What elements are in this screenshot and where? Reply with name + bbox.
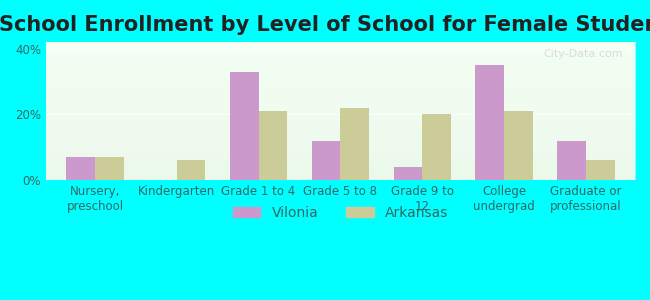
Bar — [422, 114, 451, 180]
Bar — [557, 141, 586, 180]
Bar — [394, 167, 422, 180]
Bar — [177, 160, 205, 180]
Text: City-Data.com: City-Data.com — [543, 49, 623, 59]
Bar — [312, 141, 341, 180]
Title: School Enrollment by Level of School for Female Students: School Enrollment by Level of School for… — [0, 15, 650, 35]
Bar — [66, 157, 95, 180]
Bar — [475, 65, 504, 180]
Bar — [586, 160, 614, 180]
Bar — [341, 108, 369, 180]
Bar — [259, 111, 287, 180]
Bar — [504, 111, 533, 180]
Bar — [95, 157, 124, 180]
Legend: Vilonia, Arkansas: Vilonia, Arkansas — [227, 201, 454, 226]
Bar — [230, 72, 259, 180]
